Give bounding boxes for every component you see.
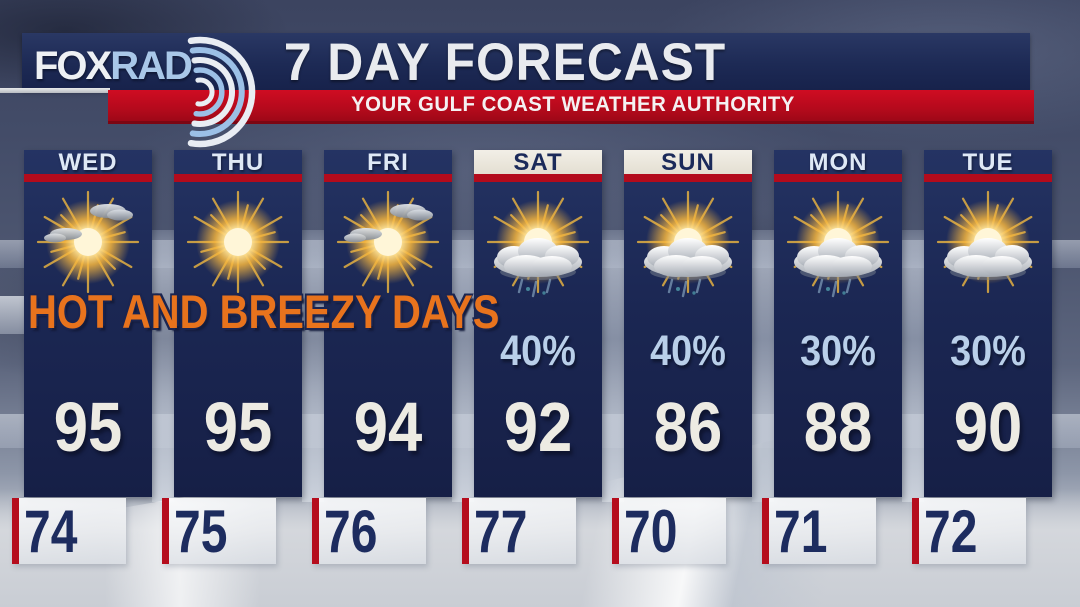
low-temp: 77 xyxy=(474,498,528,565)
banner-subtitle: YOUR GULF COAST WEATHER AUTHORITY xyxy=(351,93,795,116)
red-divider xyxy=(924,174,1052,182)
day-name: WED xyxy=(58,149,118,176)
day-panel: SUN xyxy=(624,150,752,497)
low-temp: 70 xyxy=(624,498,678,565)
logo-rad-text: RAD xyxy=(110,44,193,88)
low-temp-box: 76 xyxy=(312,498,426,565)
day-name: SUN xyxy=(624,150,752,175)
red-tick xyxy=(762,498,769,564)
high-temp: 88 xyxy=(803,388,873,466)
low-temp-box: 77 xyxy=(462,498,576,565)
low-temp: 74 xyxy=(24,498,78,565)
glass-pillar xyxy=(302,230,324,502)
day-column: FRI xyxy=(312,150,452,567)
day-column: SAT xyxy=(462,150,602,567)
low-temp-box: 74 xyxy=(12,498,126,565)
scattered-showers-icon xyxy=(778,184,898,314)
forecast-headline: HOT AND BREEZY DAYS xyxy=(28,285,500,338)
red-tick xyxy=(912,498,919,564)
day-column: MON xyxy=(762,150,902,567)
red-divider xyxy=(474,174,602,182)
scattered-showers-icon xyxy=(478,184,598,314)
red-tick xyxy=(612,498,619,564)
high-temp: 86 xyxy=(653,388,723,466)
precip-chance: 40% xyxy=(650,327,726,375)
red-tick xyxy=(462,498,469,564)
glass-pillar xyxy=(152,230,174,502)
day-panel: SAT xyxy=(474,150,602,497)
sunny-icon xyxy=(178,184,298,314)
day-panel: TUE xyxy=(924,150,1052,497)
low-temp-box: 75 xyxy=(162,498,276,565)
red-divider xyxy=(24,174,152,182)
high-temp: 90 xyxy=(953,388,1023,466)
low-temp: 71 xyxy=(774,498,828,565)
high-temp: 94 xyxy=(353,388,423,466)
red-tick xyxy=(312,498,319,564)
day-name: THU xyxy=(211,149,265,176)
logo-fox-text: FOX xyxy=(34,44,112,88)
page-title: 7 DAY FORECAST xyxy=(283,33,727,92)
precip-chance: 40% xyxy=(500,327,576,375)
foxrad-logo: FOXRAD xyxy=(34,36,264,148)
day-column: TUE xyxy=(912,150,1052,567)
glass-pillar xyxy=(752,230,774,502)
red-divider xyxy=(624,174,752,182)
high-temp: 92 xyxy=(503,388,573,466)
partly-cloudy-icon xyxy=(928,184,1048,314)
low-temp-box: 72 xyxy=(912,498,1026,565)
red-tick xyxy=(162,498,169,564)
red-divider xyxy=(174,174,302,182)
high-temp: 95 xyxy=(53,388,123,466)
glass-pillar xyxy=(452,230,474,502)
glass-pillar xyxy=(602,230,624,502)
low-temp-box: 70 xyxy=(612,498,726,565)
low-temp: 75 xyxy=(174,498,228,565)
day-name: MON xyxy=(808,149,868,176)
day-panel: MON xyxy=(774,150,902,497)
mostly-sunny-icon xyxy=(28,184,148,314)
high-temp: 95 xyxy=(203,388,273,466)
weather-authority-banner: YOUR GULF COAST WEATHER AUTHORITY xyxy=(108,90,1034,124)
day-column: WED xyxy=(12,150,152,567)
low-temp-box: 71 xyxy=(762,498,876,565)
red-tick xyxy=(12,498,19,564)
low-temp: 76 xyxy=(324,498,378,565)
red-divider xyxy=(774,174,902,182)
day-panel: FRI xyxy=(324,150,452,497)
precip-chance: 30% xyxy=(800,327,876,375)
header-underline xyxy=(0,88,110,93)
day-column: THU xyxy=(162,150,302,567)
radar-arcs-icon xyxy=(187,36,256,148)
precip-chance: 30% xyxy=(950,327,1026,375)
logo-wordmark: FOXRAD xyxy=(34,44,193,88)
day-column: SUN xyxy=(612,150,752,567)
scattered-showers-icon xyxy=(628,184,748,314)
mostly-sunny-icon xyxy=(328,184,448,314)
day-name: SAT xyxy=(474,150,602,175)
day-name: FRI xyxy=(367,149,409,176)
day-panel: WED xyxy=(24,150,152,497)
day-name: TUE xyxy=(962,149,1014,176)
day-panel: THU xyxy=(174,150,302,497)
red-divider xyxy=(324,174,452,182)
low-temp: 72 xyxy=(924,498,978,565)
